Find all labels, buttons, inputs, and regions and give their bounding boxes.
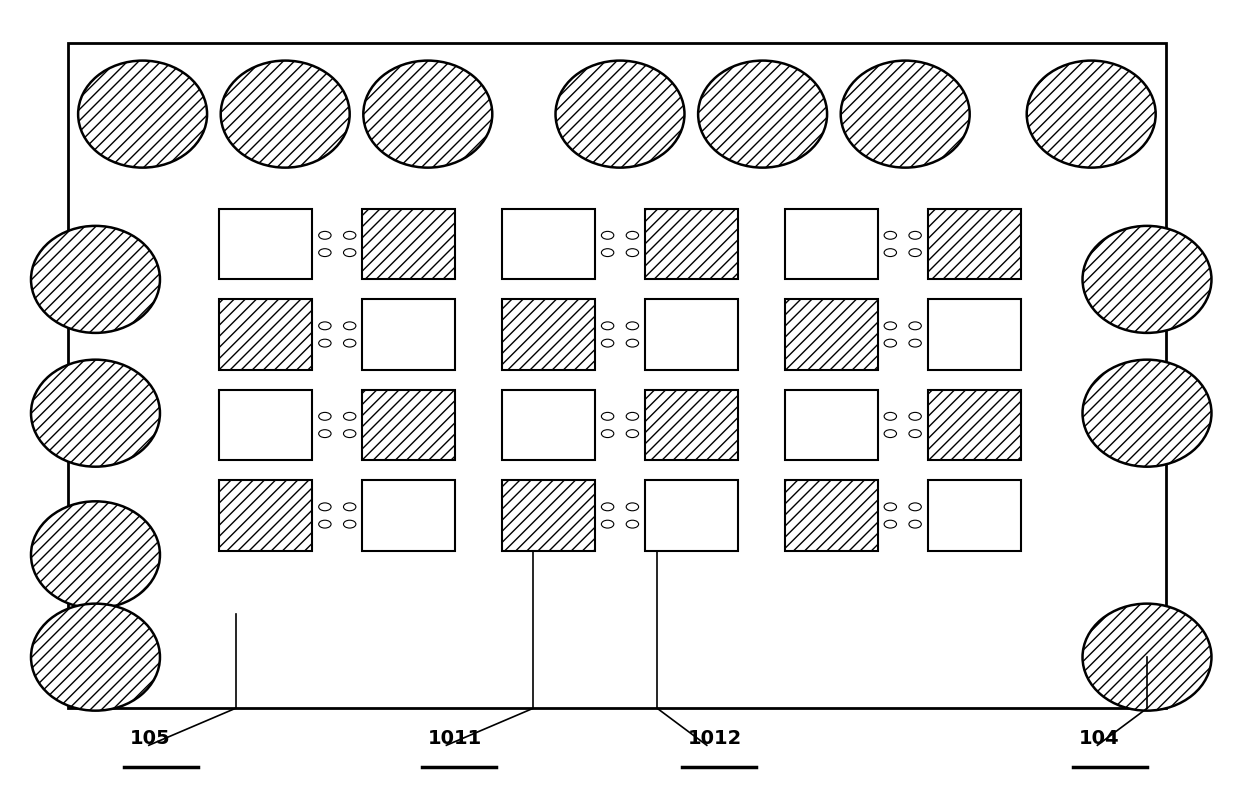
Circle shape bbox=[343, 430, 356, 438]
Bar bbox=[219, 390, 312, 460]
Ellipse shape bbox=[363, 61, 492, 168]
Bar bbox=[362, 390, 455, 460]
Ellipse shape bbox=[31, 501, 160, 608]
Bar bbox=[645, 480, 738, 551]
Bar bbox=[645, 299, 738, 370]
Bar bbox=[362, 299, 455, 370]
Circle shape bbox=[601, 412, 614, 420]
Ellipse shape bbox=[556, 61, 684, 168]
Circle shape bbox=[626, 412, 639, 420]
Circle shape bbox=[319, 412, 331, 420]
Circle shape bbox=[626, 339, 639, 347]
Circle shape bbox=[884, 249, 897, 257]
Circle shape bbox=[601, 339, 614, 347]
Bar bbox=[219, 209, 312, 279]
Ellipse shape bbox=[78, 61, 207, 168]
Bar bbox=[928, 390, 1021, 460]
Text: 105: 105 bbox=[130, 729, 171, 748]
Circle shape bbox=[343, 412, 356, 420]
Bar bbox=[502, 480, 595, 551]
Circle shape bbox=[909, 520, 921, 528]
Circle shape bbox=[884, 339, 897, 347]
Bar bbox=[68, 43, 1166, 708]
Circle shape bbox=[319, 322, 331, 330]
Circle shape bbox=[601, 430, 614, 438]
Circle shape bbox=[626, 249, 639, 257]
Bar bbox=[502, 209, 595, 279]
Circle shape bbox=[909, 412, 921, 420]
Bar bbox=[502, 390, 595, 460]
Circle shape bbox=[319, 520, 331, 528]
Circle shape bbox=[626, 520, 639, 528]
Circle shape bbox=[319, 430, 331, 438]
Circle shape bbox=[909, 249, 921, 257]
Circle shape bbox=[884, 503, 897, 511]
Circle shape bbox=[601, 520, 614, 528]
Bar bbox=[785, 390, 878, 460]
Circle shape bbox=[319, 339, 331, 347]
Ellipse shape bbox=[221, 61, 350, 168]
Circle shape bbox=[601, 322, 614, 330]
Bar bbox=[362, 480, 455, 551]
Ellipse shape bbox=[841, 61, 970, 168]
Circle shape bbox=[626, 231, 639, 239]
Circle shape bbox=[909, 231, 921, 239]
Circle shape bbox=[343, 339, 356, 347]
Bar bbox=[785, 299, 878, 370]
Circle shape bbox=[601, 231, 614, 239]
Circle shape bbox=[343, 231, 356, 239]
Circle shape bbox=[319, 231, 331, 239]
Circle shape bbox=[601, 249, 614, 257]
Circle shape bbox=[319, 249, 331, 257]
Ellipse shape bbox=[31, 226, 160, 333]
Circle shape bbox=[909, 339, 921, 347]
Text: 1011: 1011 bbox=[428, 729, 482, 748]
Circle shape bbox=[626, 322, 639, 330]
Circle shape bbox=[884, 231, 897, 239]
Ellipse shape bbox=[1083, 226, 1211, 333]
Circle shape bbox=[601, 503, 614, 511]
Ellipse shape bbox=[698, 61, 827, 168]
Circle shape bbox=[884, 322, 897, 330]
Ellipse shape bbox=[31, 360, 160, 467]
Bar bbox=[785, 480, 878, 551]
Bar bbox=[785, 209, 878, 279]
Bar bbox=[928, 299, 1021, 370]
Circle shape bbox=[343, 503, 356, 511]
Bar bbox=[928, 209, 1021, 279]
Bar bbox=[219, 480, 312, 551]
Circle shape bbox=[909, 503, 921, 511]
Circle shape bbox=[909, 430, 921, 438]
Bar bbox=[219, 299, 312, 370]
Bar bbox=[645, 390, 738, 460]
Circle shape bbox=[626, 430, 639, 438]
Bar bbox=[362, 209, 455, 279]
Ellipse shape bbox=[1083, 604, 1211, 711]
Text: 1012: 1012 bbox=[688, 729, 743, 748]
Bar bbox=[502, 299, 595, 370]
Circle shape bbox=[909, 322, 921, 330]
Circle shape bbox=[626, 503, 639, 511]
Circle shape bbox=[319, 503, 331, 511]
Bar bbox=[645, 209, 738, 279]
Circle shape bbox=[884, 430, 897, 438]
Ellipse shape bbox=[1027, 61, 1156, 168]
Circle shape bbox=[884, 412, 897, 420]
Bar bbox=[928, 480, 1021, 551]
Circle shape bbox=[343, 520, 356, 528]
Circle shape bbox=[343, 249, 356, 257]
Circle shape bbox=[343, 322, 356, 330]
Ellipse shape bbox=[31, 604, 160, 711]
Circle shape bbox=[884, 520, 897, 528]
Ellipse shape bbox=[1083, 360, 1211, 467]
Text: 104: 104 bbox=[1079, 729, 1120, 748]
